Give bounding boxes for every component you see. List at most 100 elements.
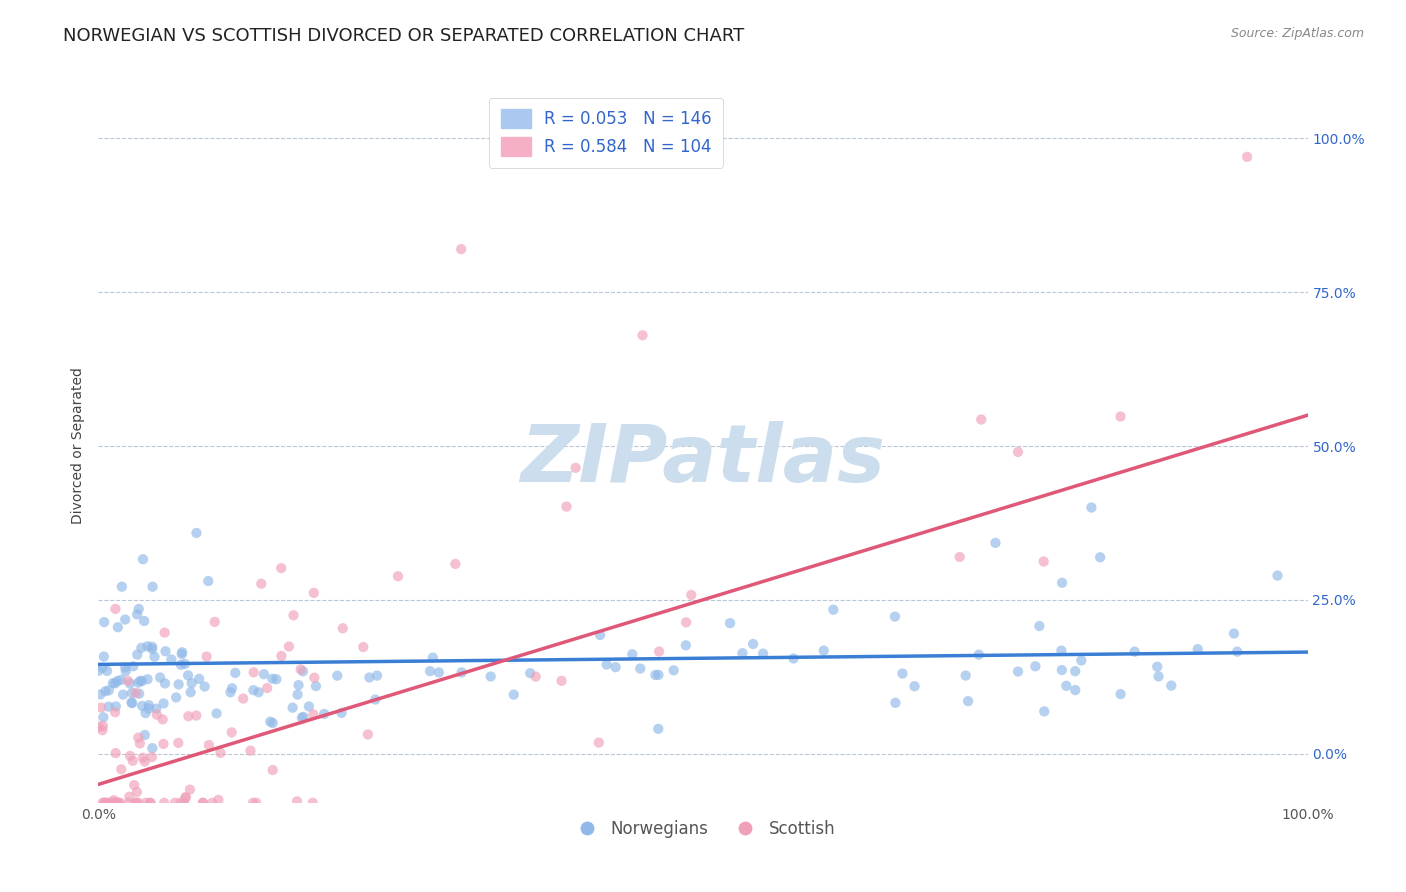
Point — [1187, 642, 1209, 657]
Point — [153, 796, 176, 810]
Point — [129, 673, 152, 688]
Point — [201, 796, 224, 810]
Point — [648, 644, 671, 658]
Point — [191, 796, 214, 810]
Point — [588, 735, 610, 749]
Point — [232, 691, 254, 706]
Point — [180, 676, 202, 690]
Point — [595, 657, 617, 672]
Point — [242, 796, 264, 810]
Point — [128, 736, 150, 750]
Point — [1080, 500, 1102, 515]
Point — [242, 683, 264, 698]
Point — [387, 569, 409, 583]
Point — [221, 725, 243, 739]
Point — [117, 796, 139, 810]
Point — [136, 640, 159, 654]
Point — [135, 796, 157, 810]
Point — [266, 672, 288, 686]
Point — [291, 665, 314, 679]
Point — [104, 602, 127, 616]
Point — [752, 647, 775, 661]
Point — [134, 755, 156, 769]
Text: ZIPatlas: ZIPatlas — [520, 421, 886, 500]
Point — [262, 763, 284, 777]
Point — [91, 719, 114, 733]
Point — [195, 649, 218, 664]
Point — [1064, 683, 1087, 698]
Point — [524, 670, 547, 684]
Point — [122, 659, 145, 673]
Point — [111, 580, 134, 594]
Point — [107, 620, 129, 634]
Point — [326, 668, 349, 682]
Point — [502, 688, 524, 702]
Point — [550, 673, 572, 688]
Point — [172, 645, 194, 659]
Point — [283, 608, 305, 623]
Point — [332, 621, 354, 635]
Point — [207, 793, 229, 807]
Point — [302, 707, 325, 722]
Point — [141, 640, 163, 654]
Point — [127, 675, 149, 690]
Point — [104, 699, 127, 714]
Point — [247, 685, 270, 699]
Point — [444, 557, 467, 571]
Point — [984, 536, 1007, 550]
Point — [221, 681, 243, 696]
Point — [180, 685, 202, 699]
Point — [110, 673, 132, 687]
Point — [239, 744, 262, 758]
Point — [219, 685, 242, 699]
Point — [131, 698, 153, 713]
Point — [197, 574, 219, 588]
Point — [163, 796, 186, 810]
Point — [125, 686, 148, 700]
Point — [330, 706, 353, 720]
Point — [718, 616, 741, 631]
Point — [647, 722, 669, 736]
Point — [298, 699, 321, 714]
Point — [209, 746, 232, 760]
Point — [128, 602, 150, 616]
Point — [605, 660, 627, 674]
Point — [955, 668, 977, 682]
Point — [186, 526, 208, 541]
Point — [589, 628, 612, 642]
Point — [1028, 619, 1050, 633]
Point — [352, 640, 374, 654]
Point — [104, 796, 127, 810]
Point — [191, 796, 214, 810]
Point — [90, 700, 112, 714]
Point — [101, 796, 124, 810]
Point — [121, 696, 143, 710]
Text: Source: ZipAtlas.com: Source: ZipAtlas.com — [1230, 27, 1364, 40]
Point — [97, 796, 120, 810]
Point — [270, 561, 292, 575]
Point — [107, 796, 129, 810]
Point — [731, 646, 754, 660]
Point — [290, 662, 312, 676]
Point — [103, 793, 125, 807]
Point — [112, 688, 135, 702]
Point — [91, 796, 114, 810]
Point — [564, 460, 586, 475]
Point — [628, 662, 651, 676]
Point — [1109, 687, 1132, 701]
Point — [173, 796, 195, 810]
Point — [94, 796, 117, 810]
Point — [93, 615, 115, 629]
Point — [165, 690, 187, 705]
Point — [422, 650, 444, 665]
Point — [205, 706, 228, 721]
Point — [169, 796, 191, 810]
Point — [823, 603, 845, 617]
Point — [153, 625, 176, 640]
Point — [110, 762, 132, 776]
Point — [242, 665, 264, 680]
Point — [93, 710, 115, 724]
Point — [949, 549, 972, 564]
Point — [146, 707, 169, 722]
Point — [91, 723, 114, 738]
